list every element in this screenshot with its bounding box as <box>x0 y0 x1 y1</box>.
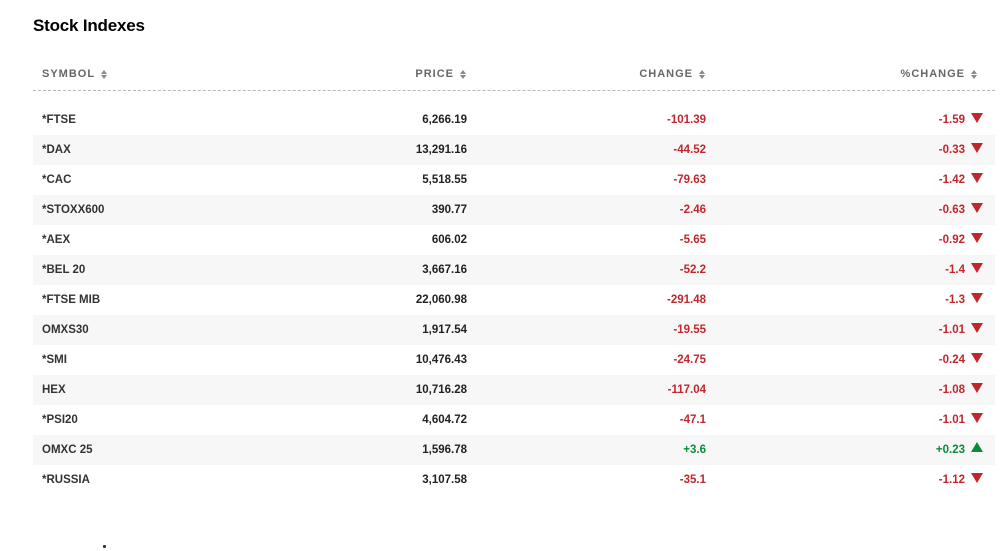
price-cell: 22,060.98 <box>415 294 467 306</box>
symbol-link[interactable]: *DAX <box>42 144 71 156</box>
symbol-link[interactable]: *PSI20 <box>42 414 78 426</box>
table-row: *AEX 606.02 -5.65 -0.92 <box>33 225 995 255</box>
change-cell: -101.39 <box>666 114 706 126</box>
table-row: OMXC 25 1,596.78 +3.6 +0.23 <box>33 435 995 465</box>
triangle-down-icon <box>971 203 983 213</box>
triangle-down-icon <box>971 263 983 273</box>
change-header-label: CHANGE <box>639 68 693 80</box>
price-cell: 3,667.16 <box>422 264 467 276</box>
page-title: Stock Indexes <box>33 16 145 35</box>
table-row: HEX 10,716.28 -117.04 -1.08 <box>33 375 995 405</box>
pct-change-cell: -1.4 <box>945 264 965 276</box>
sort-symbol-header[interactable]: SYMBOL <box>42 68 108 80</box>
table-row: OMXS30 1,917.54 -19.55 -1.01 <box>33 315 995 345</box>
price-cell: 10,476.43 <box>415 354 467 366</box>
pct-change-cell: -1.59 <box>938 114 965 126</box>
table-header: SYMBOL PRICE CHANGE %CHANGE <box>33 62 995 91</box>
sort-updown-icon <box>971 69 977 79</box>
table-row: *FTSE 6,266.19 -101.39 -1.59 <box>33 105 995 135</box>
pct-change-cell: -0.63 <box>938 204 965 216</box>
triangle-down-icon <box>971 233 983 243</box>
symbol-link[interactable]: *AEX <box>42 234 71 246</box>
change-cell: +3.6 <box>683 444 706 456</box>
change-cell: -24.75 <box>673 354 706 366</box>
table-row: *BEL 20 3,667.16 -52.2 -1.4 <box>33 255 995 285</box>
table-row: *STOXX600 390.77 -2.46 -0.63 <box>33 195 995 225</box>
symbol-header-label: SYMBOL <box>42 68 96 80</box>
symbol-link[interactable]: *SMI <box>42 354 67 366</box>
sort-updown-icon <box>460 69 466 79</box>
pct-change-header-label: %CHANGE <box>900 68 965 80</box>
pct-change-cell: -0.24 <box>938 354 965 366</box>
triangle-down-icon <box>971 413 983 423</box>
change-cell: -291.48 <box>666 294 706 306</box>
symbol-link[interactable]: OMXC 25 <box>42 444 93 456</box>
symbol-link[interactable]: OMXS30 <box>42 324 89 336</box>
table-row: *SMI 10,476.43 -24.75 -0.24 <box>33 345 995 375</box>
symbol-link[interactable]: *FTSE MIB <box>42 294 101 306</box>
change-cell: -5.65 <box>679 234 706 246</box>
symbol-link[interactable]: *CAC <box>42 174 72 186</box>
table-row: *FTSE MIB 22,060.98 -291.48 -1.3 <box>33 285 995 315</box>
pct-change-cell: -1.01 <box>938 324 965 336</box>
triangle-down-icon <box>971 143 983 153</box>
pct-change-cell: -1.42 <box>938 174 965 186</box>
table-body: *FTSE 6,266.19 -101.39 -1.59 *DAX 13,291.16 -4… <box>33 105 995 495</box>
price-cell: 390.77 <box>431 204 467 216</box>
change-cell: -117.04 <box>667 384 706 396</box>
triangle-down-icon <box>971 113 983 123</box>
pct-change-cell: -1.08 <box>938 384 965 396</box>
triangle-down-icon <box>971 383 983 393</box>
pct-change-cell: -0.33 <box>938 144 965 156</box>
pct-change-cell: -1.12 <box>938 474 965 486</box>
triangle-down-icon <box>971 473 983 483</box>
change-cell: -19.55 <box>673 324 706 336</box>
price-cell: 4,604.72 <box>422 414 467 426</box>
table-row: *PSI20 4,604.72 -47.1 -1.01 <box>33 405 995 435</box>
triangle-down-icon <box>971 173 983 183</box>
price-cell: 5,518.55 <box>422 174 467 186</box>
price-cell: 10,716.28 <box>415 384 467 396</box>
pct-change-cell: +0.23 <box>935 444 965 456</box>
table-row: *CAC 5,518.55 -79.63 -1.42 <box>33 165 995 195</box>
triangle-down-icon <box>971 293 983 303</box>
symbol-link[interactable]: HEX <box>42 384 66 396</box>
table-row: *DAX 13,291.16 -44.52 -0.33 <box>33 135 995 165</box>
pct-change-cell: -1.01 <box>938 414 965 426</box>
change-cell: -79.63 <box>673 174 706 186</box>
symbol-link[interactable]: *STOXX600 <box>42 204 105 216</box>
price-cell: 6,266.19 <box>422 114 467 126</box>
next-section-fragment <box>103 545 106 548</box>
price-cell: 606.02 <box>431 234 467 246</box>
symbol-link[interactable]: *BEL 20 <box>42 264 86 276</box>
price-cell: 3,107.58 <box>422 474 467 486</box>
sort-pct-change-header[interactable]: %CHANGE <box>901 68 977 80</box>
change-cell: -2.46 <box>679 204 706 216</box>
price-header-label: PRICE <box>415 68 454 80</box>
change-cell: -44.52 <box>673 144 706 156</box>
table-row: *RUSSIA 3,107.58 -35.1 -1.12 <box>33 465 995 495</box>
sort-updown-icon <box>699 69 705 79</box>
price-cell: 1,917.54 <box>422 324 467 336</box>
change-cell: -35.1 <box>679 474 706 486</box>
pct-change-cell: -0.92 <box>938 234 965 246</box>
pct-change-cell: -1.3 <box>945 294 965 306</box>
symbol-link[interactable]: *RUSSIA <box>42 474 90 486</box>
change-cell: -52.2 <box>679 264 706 276</box>
change-cell: -47.1 <box>679 414 706 426</box>
sort-change-header[interactable]: CHANGE <box>639 68 705 80</box>
triangle-up-icon <box>971 442 983 452</box>
triangle-down-icon <box>971 323 983 333</box>
sort-price-header[interactable]: PRICE <box>415 68 466 80</box>
price-cell: 13,291.16 <box>415 144 467 156</box>
triangle-down-icon <box>971 353 983 363</box>
symbol-link[interactable]: *FTSE <box>42 114 76 126</box>
price-cell: 1,596.78 <box>422 444 467 456</box>
sort-updown-icon <box>101 69 108 79</box>
